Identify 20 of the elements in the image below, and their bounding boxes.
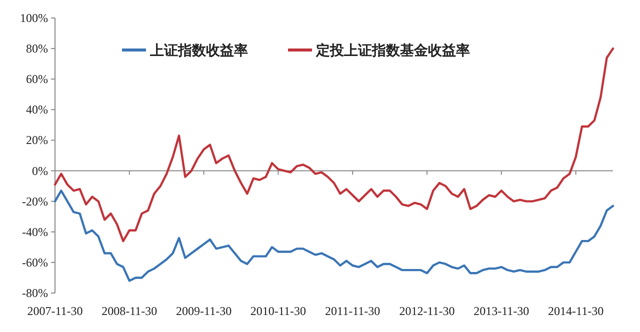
y-tick-label: -60%	[22, 255, 48, 270]
y-tick-label: 60%	[26, 72, 48, 86]
x-tick-label: 2012-11-30	[399, 304, 455, 318]
y-tick-label: 0%	[32, 164, 48, 178]
y-tick-label: 20%	[26, 133, 48, 148]
x-tick-label: 2007-11-30	[27, 304, 83, 318]
y-tick-label: -40%	[22, 224, 48, 239]
x-tick-label: 2013-11-30	[474, 304, 530, 318]
y-tick-label: 80%	[26, 42, 48, 56]
x-tick-label: 2009-11-30	[176, 304, 232, 318]
legend-label: 定投上证指数基金收益率	[315, 42, 470, 59]
x-tick-label: 2011-11-30	[325, 304, 380, 318]
legend-label: 上证指数收益率	[149, 42, 248, 59]
y-tick-label: -80%	[22, 286, 48, 300]
x-tick-label: 2008-11-30	[102, 304, 158, 318]
y-tick-label: -20%	[22, 194, 48, 208]
y-tick-label: 100%	[20, 11, 48, 25]
y-tick-label: 40%	[26, 102, 48, 117]
x-tick-label: 2014-11-30	[548, 304, 604, 318]
x-tick-label: 2010-11-30	[250, 304, 306, 318]
